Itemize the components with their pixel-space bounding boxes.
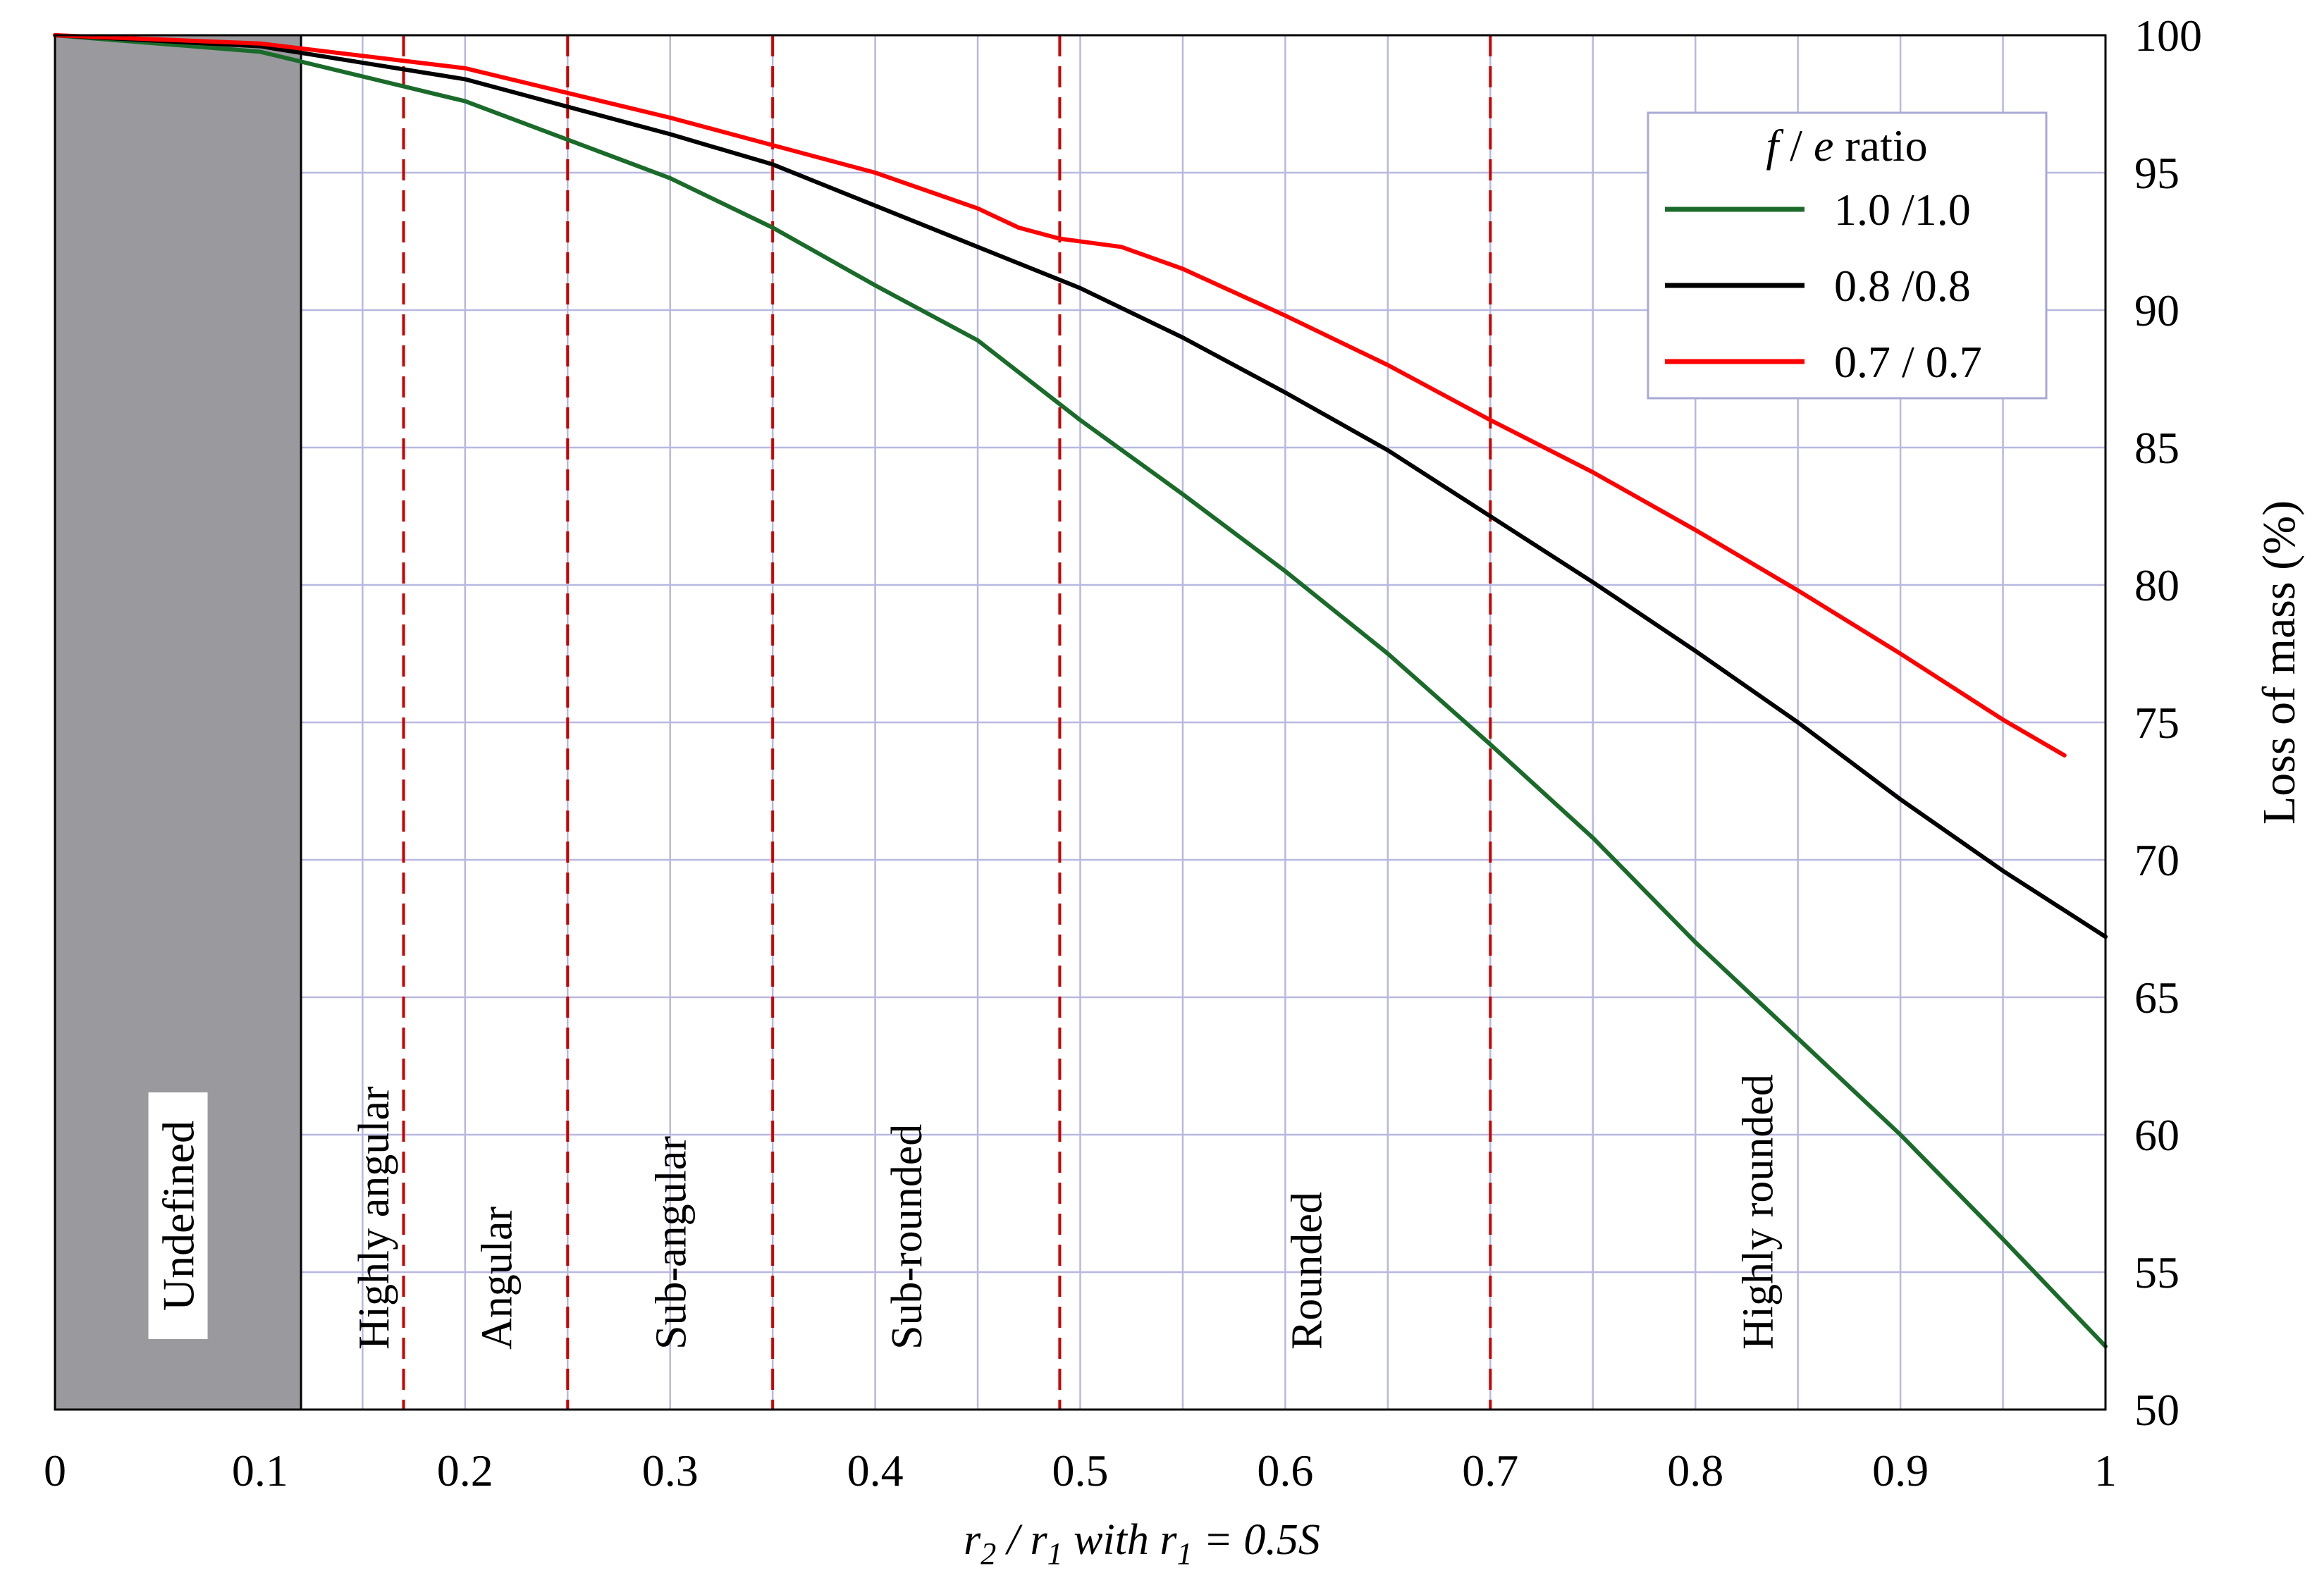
- y-tick-label: 95: [2134, 148, 2179, 198]
- x-label-end: = 0.5S: [1193, 1516, 1320, 1564]
- x-tick-label: 0.9: [1872, 1446, 1929, 1496]
- plot-frame: [54, 34, 2107, 1411]
- x-tick-labels: 0 0.1 0.2 0.3 0.4 0.5 0.6 0.7 0.8 0.9 1: [44, 1446, 2117, 1496]
- x-axis-label: r2 / r1 with r1 = 0.5S: [964, 1516, 1320, 1571]
- y-tick-label: 85: [2134, 423, 2179, 473]
- x-tick-label: 0.6: [1257, 1446, 1313, 1496]
- class-label: Highly angular: [350, 1086, 398, 1350]
- legend-title-tail: ratio: [1833, 121, 1927, 171]
- class-label: Angular: [473, 1206, 521, 1350]
- y-tick-label: 90: [2134, 285, 2179, 335]
- x-label-sub1b: 1: [1177, 1536, 1193, 1571]
- y-tick-label: 60: [2134, 1110, 2179, 1160]
- undefined-label: Undefined: [154, 1121, 204, 1311]
- y-tick-label: 75: [2134, 698, 2179, 748]
- class-boundaries: [402, 35, 1492, 1410]
- series-line: [53, 33, 2067, 758]
- series-line: [53, 33, 2108, 939]
- legend-box: [1647, 111, 2048, 400]
- x-tick-label: 0.8: [1667, 1446, 1723, 1496]
- series-lines: [53, 33, 2108, 1349]
- y-tick-labels: 50 55 60 65 70 75 80 85 90 95 100: [2134, 11, 2202, 1435]
- x-tick-label: 0.4: [847, 1446, 904, 1496]
- x-tick-label: 0.7: [1462, 1446, 1518, 1496]
- legend-title-sep: /: [1778, 121, 1814, 171]
- class-labels: Highly angular Angular Sub-angular Sub-roun…: [350, 1074, 1783, 1350]
- y-tick-label: 100: [2134, 11, 2202, 61]
- series-line: [53, 33, 2108, 1349]
- x-label-sub1: 1: [1047, 1536, 1063, 1571]
- x-tick-label: 0.3: [642, 1446, 699, 1496]
- x-label-sub2: 2: [980, 1536, 996, 1571]
- x-label-r2: r: [964, 1516, 981, 1564]
- y-tick-label: 80: [2134, 560, 2179, 610]
- legend-item-label: 1.0 /1.0: [1834, 185, 1971, 235]
- legend-item-label: 0.7 / 0.7: [1834, 337, 1982, 387]
- legend-items: 1.0 /1.0 0.8 /0.8 0.7 / 0.7: [1665, 185, 1982, 387]
- x-label-tail: with: [1063, 1516, 1160, 1564]
- x-label-r1b: r: [1160, 1516, 1177, 1564]
- class-label: Sub-angular: [648, 1136, 696, 1350]
- legend-title: f / e ratio: [1766, 121, 1927, 171]
- x-tick-label: 0.2: [437, 1446, 493, 1496]
- legend-title-e: e: [1814, 121, 1833, 171]
- x-tick-label: 0: [44, 1446, 66, 1496]
- y-axis-label: Loss of mass (%): [2254, 500, 2305, 825]
- x-tick-label: 1: [2094, 1446, 2117, 1496]
- x-tick-label: 0.5: [1052, 1446, 1109, 1496]
- x-label-mid: /: [996, 1516, 1030, 1564]
- y-tick-label: 55: [2134, 1247, 2179, 1297]
- y-tick-label: 70: [2134, 835, 2179, 885]
- undefined-label-background: [148, 1092, 208, 1339]
- undefined-region: Undefined: [54, 34, 302, 1411]
- class-label: Highly rounded: [1734, 1074, 1782, 1350]
- class-label: Sub-rounded: [883, 1124, 931, 1350]
- legend: f / e ratio 1.0 /1.0 0.8 /0.8 0.7 / 0.7: [1647, 111, 2048, 400]
- class-label: Rounded: [1283, 1192, 1331, 1350]
- y-tick-label: 50: [2134, 1385, 2179, 1435]
- y-tick-label: 65: [2134, 973, 2179, 1023]
- legend-item-label: 0.8 /0.8: [1834, 261, 1971, 311]
- x-label-r1: r: [1030, 1516, 1047, 1564]
- x-tick-label: 0.1: [232, 1446, 288, 1496]
